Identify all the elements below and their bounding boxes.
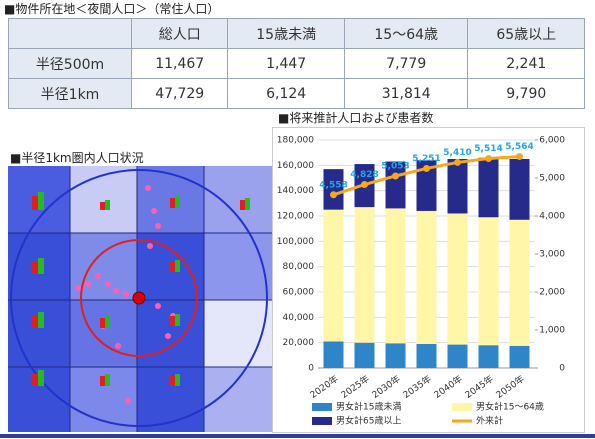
cell: 31,814 [343, 78, 469, 109]
row-label: 半径500m [8, 48, 132, 79]
y-tick-label: 100,000 [277, 237, 314, 247]
data-label: 4,828 [350, 170, 378, 180]
header-cell: 15歳未満 [227, 18, 345, 49]
legend-swatch [452, 403, 472, 411]
table-header: 総人口 15歳未満 15～64歳 65歳以上 [8, 18, 585, 49]
corner-cell [8, 18, 132, 49]
y-tick-label: 0 [308, 364, 314, 374]
cell: 6,124 [227, 78, 345, 109]
bar-segment [509, 159, 530, 220]
bar-segment [385, 343, 406, 368]
bar-segment [416, 343, 437, 368]
y-tick-label: 160,000 [277, 161, 314, 171]
legend-swatch [312, 403, 332, 411]
y-tick-label: 180,000 [277, 136, 314, 146]
line-marker [330, 191, 337, 199]
data-label: 5,410 [443, 148, 471, 158]
header-cell: 総人口 [130, 18, 229, 49]
cell: 11,467 [130, 48, 229, 79]
bar-segment [385, 208, 406, 344]
population-icons [32, 192, 250, 386]
y2-tick-label: 1,000 [539, 326, 565, 336]
radius-1km [10, 169, 268, 427]
table-row: 半径1km 47,729 6,124 31,814 9,790 [8, 78, 585, 109]
data-label: 5,514 [474, 144, 502, 154]
y-tick-label: 140,000 [277, 186, 314, 196]
bar-segment [323, 169, 344, 210]
bar-segment [354, 342, 375, 368]
footer-bar [0, 434, 595, 438]
y2-tick-label: 6,000 [539, 136, 565, 146]
cell: 2,241 [467, 48, 585, 79]
y-tick-label: 120,000 [277, 212, 314, 222]
line-marker [361, 181, 368, 189]
site-marker [132, 291, 146, 305]
map-cell [204, 233, 272, 300]
line-marker [423, 164, 430, 172]
y-tick-label: 80,000 [283, 262, 315, 272]
header-cell: 65歳以上 [467, 18, 585, 49]
bar-segment [416, 160, 437, 211]
legend-swatch [312, 417, 332, 425]
bar-segment [478, 157, 499, 218]
map-cell [70, 166, 137, 233]
radius-500m [80, 239, 198, 357]
legend-label: 男女計65歳以上 [336, 415, 401, 427]
row-label: 半径1km [8, 78, 132, 109]
cell: 47,729 [130, 78, 229, 109]
bar-segment [509, 219, 530, 346]
legend-label: 外来計 [476, 415, 503, 427]
y-tick-label: 40,000 [283, 313, 315, 323]
bar-segment [447, 344, 468, 368]
map-cell [204, 166, 272, 233]
line-marker [485, 154, 492, 162]
line-marker [454, 158, 461, 166]
bar-segment [447, 159, 468, 214]
bar-segment [478, 217, 499, 346]
bar-segment [323, 209, 344, 342]
map-cell [204, 367, 272, 432]
y2-tick-label: 4,000 [539, 212, 565, 222]
data-label: 5,251 [412, 154, 440, 164]
table-row: 半径500m 11,467 1,447 7,779 2,241 [8, 48, 585, 79]
y-tick-label: 60,000 [283, 288, 315, 298]
cell: 1,447 [227, 48, 345, 79]
line-marker [392, 172, 399, 180]
map-title: ■半径1km圏内人口状況 [10, 151, 144, 165]
y2-tick-label: 2,000 [539, 288, 565, 298]
legend-label: 男女計15歳未満 [336, 401, 401, 413]
bar-segment [354, 207, 375, 343]
population-table: 総人口 15歳未満 15～64歳 65歳以上 半径500m 11,467 1,4… [8, 18, 585, 109]
y2-tick-label: 3,000 [539, 250, 565, 260]
bar-segment [478, 345, 499, 368]
bar-segment [447, 213, 468, 345]
chart-title: ■将来推計人口および患者数 [278, 111, 434, 125]
y-tick-label: 20,000 [283, 338, 315, 348]
legend-label: 男女計15～64歳 [476, 401, 544, 413]
bar-segment [509, 345, 530, 368]
page-title: ■物件所在地＜夜間人口＞（常住人口） [4, 2, 220, 16]
map-cell [70, 300, 137, 367]
cell: 7,779 [343, 48, 469, 79]
cell: 9,790 [467, 78, 585, 109]
y2-tick-label: 0 [559, 364, 565, 374]
chart: 0 20,000 40,000 60,000 80,000 100,000 120,000 1… [272, 127, 585, 433]
map-grid [8, 166, 272, 432]
data-label: 4,558 [319, 180, 347, 190]
line-marker [516, 153, 523, 161]
data-label: 5,564 [505, 142, 533, 152]
bar-segment [323, 341, 344, 368]
bar-segment [416, 210, 437, 344]
y2-tick-label: 5,000 [539, 174, 565, 184]
data-label: 5,053 [381, 161, 409, 171]
header-cell: 15～64歳 [343, 18, 469, 49]
map-cell [204, 300, 272, 367]
map [8, 166, 272, 432]
